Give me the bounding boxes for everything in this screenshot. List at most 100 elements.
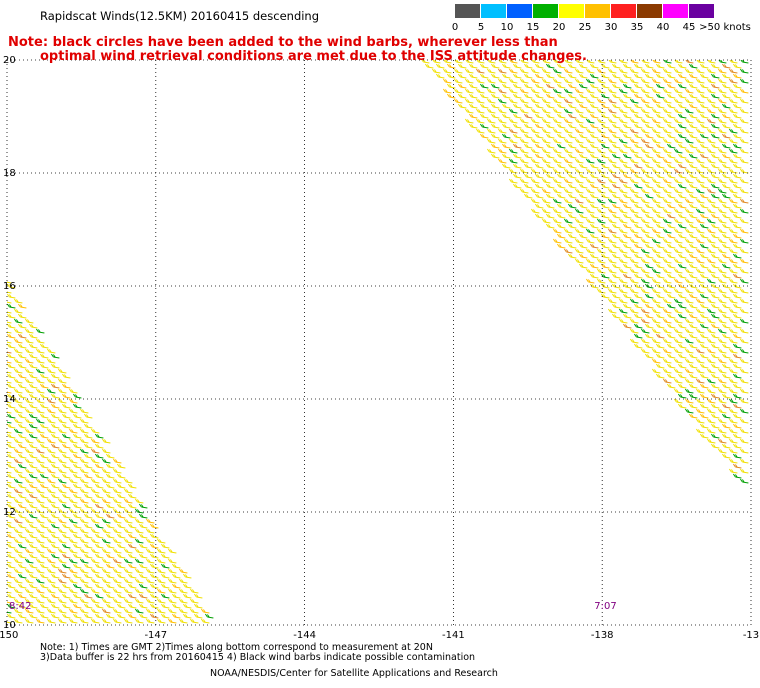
wind-barb — [35, 418, 45, 424]
wind-barb — [68, 478, 78, 484]
wind-barb — [677, 63, 687, 69]
wind-barb — [523, 73, 533, 79]
wind-barb — [732, 323, 742, 329]
wind-barb — [563, 128, 573, 134]
wind-barb — [662, 158, 672, 164]
wind-barb — [739, 138, 749, 144]
wind-barb — [706, 368, 716, 374]
wind-barb — [35, 328, 45, 334]
wind-barb — [39, 373, 49, 379]
wind-barb — [633, 153, 643, 159]
wind-barb — [556, 103, 566, 109]
wind-barb — [134, 608, 144, 614]
wind-barb — [706, 148, 716, 154]
wind-barb — [695, 198, 705, 204]
wind-barb — [618, 68, 628, 74]
wind-barb — [677, 233, 687, 239]
wind-barb — [101, 558, 111, 564]
wind-barb — [17, 583, 27, 589]
wind-barb — [688, 353, 698, 359]
wind-barb — [57, 438, 67, 444]
wind-barb — [475, 68, 485, 74]
wind-barb — [567, 103, 577, 109]
wind-barb — [651, 88, 661, 94]
wind-barb — [644, 303, 654, 309]
wind-barb — [156, 598, 166, 604]
wind-barb — [655, 373, 665, 379]
wind-barb — [127, 523, 137, 529]
wind-barb — [640, 68, 650, 74]
wind-barb — [112, 618, 122, 624]
wind-barb — [574, 118, 584, 124]
wind-barb — [732, 253, 742, 259]
wind-barb — [706, 118, 716, 124]
wind-barb — [618, 268, 628, 274]
wind-barb — [50, 483, 60, 489]
wind-barb — [629, 288, 639, 294]
wind-barb — [655, 223, 665, 229]
wind-barb — [662, 278, 672, 284]
wind-barb — [28, 563, 38, 569]
wind-barb — [640, 128, 650, 134]
wind-barb — [563, 168, 573, 174]
wind-barb — [94, 443, 104, 449]
wind-barb — [7, 593, 16, 599]
wind-barb — [684, 158, 694, 164]
wind-barb — [608, 60, 617, 64]
wind-barb — [662, 248, 672, 254]
wind-barb — [673, 78, 683, 84]
wind-barb — [72, 613, 82, 619]
wind-barb — [90, 448, 100, 454]
wind-barb — [706, 338, 716, 344]
wind-barb — [46, 428, 56, 434]
wind-barb — [622, 63, 632, 69]
wind-barb — [508, 88, 518, 94]
wind-barb — [710, 153, 720, 159]
wind-barb — [717, 358, 727, 364]
wind-barb — [688, 113, 698, 119]
wind-barb — [116, 493, 126, 499]
wind-barb — [732, 123, 742, 129]
wind-barb — [611, 243, 621, 249]
wind-barb — [138, 503, 148, 509]
wind-barb — [574, 238, 584, 244]
wind-barb — [699, 353, 709, 359]
wind-barb — [13, 448, 23, 454]
wind-barb — [655, 203, 665, 209]
wind-barb — [68, 518, 78, 524]
wind-barb — [717, 278, 727, 284]
wind-barb — [79, 538, 89, 544]
wind-barb — [105, 513, 115, 519]
wind-barb — [677, 403, 687, 409]
wind-barb — [739, 188, 749, 194]
wind-barb — [567, 173, 577, 179]
wind-barb — [534, 123, 544, 129]
wind-barb — [589, 233, 599, 239]
wind-barb — [641, 60, 650, 64]
wind-barb — [50, 433, 60, 439]
wind-barb — [728, 378, 738, 384]
wind-barb — [145, 578, 155, 584]
wind-barb — [567, 213, 577, 219]
wind-barb — [633, 263, 643, 269]
wind-barb — [50, 413, 60, 419]
wind-barb — [134, 558, 144, 564]
wind-barb — [83, 423, 93, 429]
wind-barb — [655, 313, 665, 319]
wind-barb — [530, 138, 540, 144]
wind-barb — [575, 60, 584, 64]
wind-barb — [50, 423, 60, 429]
wind-barb — [79, 528, 89, 534]
wind-barb — [695, 368, 705, 374]
wind-barb — [600, 103, 610, 109]
wind-barb — [112, 578, 122, 584]
wind-barb — [640, 278, 650, 284]
wind-barb — [105, 473, 115, 479]
wind-barb — [706, 218, 716, 224]
wind-barb — [732, 363, 742, 369]
wind-barb — [79, 478, 89, 484]
wind-barb — [39, 403, 49, 409]
wind-barb — [72, 463, 82, 469]
wind-barb — [83, 543, 93, 549]
wind-barb — [732, 193, 742, 199]
